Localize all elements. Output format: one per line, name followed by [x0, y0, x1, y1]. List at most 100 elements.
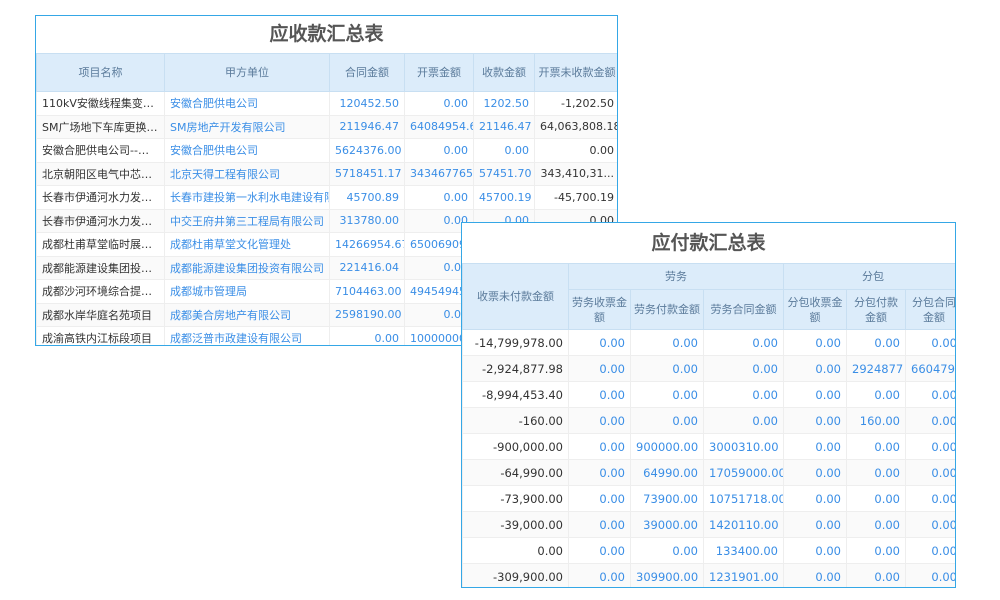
client-link[interactable]: 安徽合肥供电公司: [164, 91, 330, 116]
client-link[interactable]: 中交王府井第三工程局有限公司: [164, 208, 330, 233]
table-cell: SM广场地下车库更换项目: [36, 114, 165, 139]
table-cell: 长春市伊通河水力发电项目: [36, 185, 165, 210]
header-unpaid-amount: 收票未付款金额: [462, 263, 569, 330]
column-header[interactable]: 收款金额: [473, 53, 535, 92]
table-row: -160.00 0.00 0.00 0.00 0.00 160.00 0.00: [462, 407, 955, 434]
table-cell: 0.00: [905, 381, 955, 408]
client-link[interactable]: 成都泛普市政建设有限公司: [164, 326, 330, 345]
table-row: -900,000.00 0.00 900000.00 3000310.00 0.00 0.…: [462, 433, 955, 460]
table-cell: 0.00: [568, 485, 631, 512]
client-link[interactable]: 成都美合房地产有限公司: [164, 302, 330, 327]
table-cell: 0.00: [568, 537, 631, 564]
table-cell: 1231901.00: [703, 563, 784, 587]
table-cell: 0.00: [846, 511, 906, 538]
table-cell: -14,799,978.00: [462, 329, 569, 356]
table-row: 0.00 0.00 0.00 133400.00 0.00 0.00 0.00: [462, 537, 955, 564]
table-cell: 0.00: [905, 329, 955, 356]
client-link[interactable]: SM房地产开发有限公司: [164, 114, 330, 139]
column-header[interactable]: 劳务付款金额: [630, 289, 704, 330]
table-cell: 0.00: [568, 329, 631, 356]
table-row: -309,900.00 0.00 309900.00 1231901.00 0.00 0.…: [462, 563, 955, 587]
table-cell: 211946.47: [329, 114, 405, 139]
table-cell: 0.00: [534, 138, 617, 163]
column-header[interactable]: 分包合同金额: [905, 289, 955, 330]
table-cell: -309,900.00: [462, 563, 569, 587]
table-cell: 343467765.: [404, 161, 474, 186]
table-cell: 0.00: [404, 91, 474, 116]
table-cell: 成都能源建设集团投资项目: [36, 255, 165, 280]
table-cell: 0.00: [630, 407, 704, 434]
table-cell: 0.00: [568, 407, 631, 434]
table-cell: 0.00: [783, 407, 847, 434]
table-cell: 0.00: [783, 433, 847, 460]
client-link[interactable]: 长春市建投第一水利水电建设有限公司: [164, 185, 330, 210]
column-header[interactable]: 分包收票金额: [783, 289, 847, 330]
table-row: 安徽合肥供电公司--项目 安徽合肥供电公司 5624376.00 0.00 0.00 0.…: [36, 138, 617, 163]
table-cell: 0.00: [905, 407, 955, 434]
table-cell: 成都杜甫草堂临时展厅项目: [36, 232, 165, 257]
receivable-title: 应收款汇总表: [269, 23, 384, 45]
table-cell: 0.00: [783, 511, 847, 538]
column-header[interactable]: 项目名称: [36, 53, 165, 92]
table-cell: 0.00: [846, 459, 906, 486]
table-cell: 0.00: [783, 537, 847, 564]
table-cell: 73900.00: [630, 485, 704, 512]
column-header[interactable]: 劳务收票金额: [568, 289, 631, 330]
table-cell: 0.00: [905, 459, 955, 486]
table-cell: 900000.00: [630, 433, 704, 460]
table-cell: 64990.00: [630, 459, 704, 486]
table-cell: 0.00: [846, 485, 906, 512]
table-cell: 0.00: [783, 329, 847, 356]
table-cell: 0.00: [783, 459, 847, 486]
table-cell: 0.00: [703, 329, 784, 356]
table-cell: 0.00: [905, 485, 955, 512]
table-cell: 长春市伊通河水力发电项目: [36, 208, 165, 233]
table-row: SM广场地下车库更换项目 SM房地产开发有限公司 211946.47 64084954…: [36, 114, 617, 139]
table-cell: -45,700.19: [534, 185, 617, 210]
table-cell: 1202.50: [473, 91, 535, 116]
table-cell: 0.00: [783, 485, 847, 512]
table-cell: 成都水岸华庭名苑项目: [36, 302, 165, 327]
table-cell: 6604792: [905, 355, 955, 382]
table-cell: 45700.89: [329, 185, 405, 210]
table-cell: 5718451.17: [329, 161, 405, 186]
table-cell: 0.00: [568, 355, 631, 382]
client-link[interactable]: 北京天得工程有限公司: [164, 161, 330, 186]
table-cell: 133400.00: [703, 537, 784, 564]
table-cell: 57451.70: [473, 161, 535, 186]
table-row: -2,924,877.98 0.00 0.00 0.00 0.00 2924877 6604…: [462, 355, 955, 382]
table-cell: 0.00: [568, 459, 631, 486]
table-cell: 14266954.67: [329, 232, 405, 257]
table-cell: 7104463.00: [329, 279, 405, 304]
table-cell: 0.00: [905, 511, 955, 538]
column-header[interactable]: 开票未收款金额: [534, 53, 617, 92]
table-cell: -900,000.00: [462, 433, 569, 460]
client-link[interactable]: 成都能源建设集团投资有限公司: [164, 255, 330, 280]
table-cell: 0.00: [703, 407, 784, 434]
column-header[interactable]: 开票金额: [404, 53, 474, 92]
client-link[interactable]: 安徽合肥供电公司: [164, 138, 330, 163]
column-header[interactable]: 劳务合同金额: [703, 289, 784, 330]
column-header[interactable]: 甲方单位: [164, 53, 330, 92]
table-cell: 3000310.00: [703, 433, 784, 460]
header-group-subcontract: 分包: [783, 263, 955, 290]
table-cell: 0.00: [905, 563, 955, 587]
client-link[interactable]: 成都城市管理局: [164, 279, 330, 304]
table-cell: 45700.19: [473, 185, 535, 210]
client-link[interactable]: 成都杜甫草堂文化管理处: [164, 232, 330, 257]
table-cell: 17059000.00: [703, 459, 784, 486]
table-cell: 0.00: [630, 355, 704, 382]
column-header[interactable]: 合同金额: [329, 53, 405, 92]
table-cell: 成都沙河环境综合提升项目: [36, 279, 165, 304]
table-cell: 313780.00: [329, 208, 405, 233]
table-row: 北京朝阳区电气中芯项目 北京天得工程有限公司 5718451.17 343467765…: [36, 161, 617, 186]
table-cell: 2924877: [846, 355, 906, 382]
table-cell: 0.00: [846, 563, 906, 587]
table-row: -14,799,978.00 0.00 0.00 0.00 0.00 0.00 0.00: [462, 329, 955, 356]
table-cell: 0.00: [630, 329, 704, 356]
table-cell: -8,994,453.40: [462, 381, 569, 408]
table-cell: 0.00: [846, 433, 906, 460]
table-cell: 5624376.00: [329, 138, 405, 163]
table-cell: 0.00: [630, 381, 704, 408]
column-header[interactable]: 分包付款金额: [846, 289, 906, 330]
